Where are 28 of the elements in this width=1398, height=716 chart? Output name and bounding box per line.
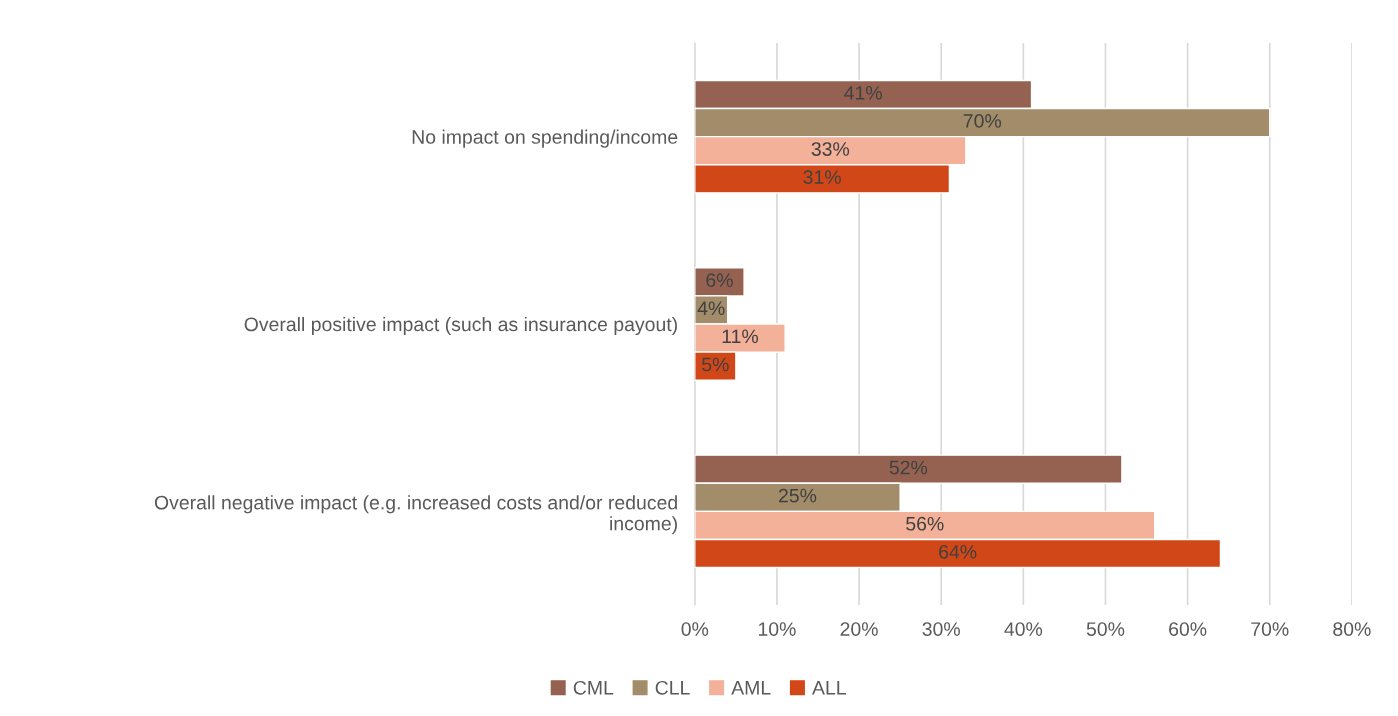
y-tick-label: No impact on spending/income xyxy=(412,129,678,148)
y-tick-label: Overall positive impact (such as insurance payout) xyxy=(244,316,677,336)
data-label: 64% xyxy=(939,544,977,559)
data-label: 52% xyxy=(889,460,928,475)
y-tick-label: Overall negative impact (e.g. increased costs and/or reduced income) xyxy=(154,495,677,535)
x-tick-label: 20% xyxy=(840,622,878,636)
data-label: 33% xyxy=(811,142,850,156)
legend-label: AML xyxy=(731,681,771,695)
x-tick-label: 70% xyxy=(1251,622,1289,636)
x-tick-label: 30% xyxy=(922,622,960,636)
data-label: 5% xyxy=(702,357,729,372)
data-label: 4% xyxy=(697,301,725,316)
x-tick-label: 80% xyxy=(1333,622,1371,636)
data-label: 25% xyxy=(778,488,817,503)
legend-label: CML xyxy=(573,680,614,695)
x-tick-label: 0% xyxy=(681,622,709,636)
data-label: 41% xyxy=(844,86,882,100)
x-tick-label: 50% xyxy=(1086,622,1125,636)
data-label: 56% xyxy=(906,516,944,531)
data-label: 31% xyxy=(803,170,841,185)
data-label: 11% xyxy=(722,329,759,344)
x-tick-label: 60% xyxy=(1169,622,1207,636)
data-label: 70% xyxy=(963,114,1002,128)
legend-label: CLL xyxy=(655,680,690,695)
x-tick-label: 40% xyxy=(1004,622,1043,636)
x-tick-label: 10% xyxy=(758,622,796,636)
data-label: 6% xyxy=(706,273,733,288)
legend-label: ALL xyxy=(812,681,846,695)
